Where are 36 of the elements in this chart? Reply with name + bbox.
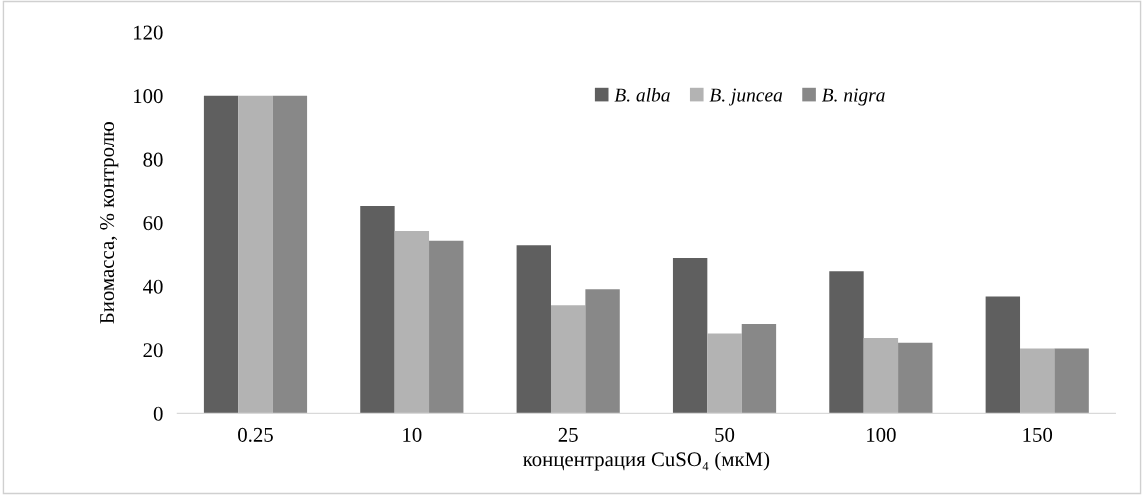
legend-label: B. juncea xyxy=(709,88,783,106)
bar xyxy=(707,333,742,414)
bar xyxy=(516,245,551,414)
bar xyxy=(863,338,899,414)
y-tick-label: 80 xyxy=(143,152,163,167)
bar xyxy=(238,95,273,414)
y-tick-label: 120 xyxy=(134,25,163,40)
x-tick-label: 100 xyxy=(867,427,896,442)
legend-label: B. nigra xyxy=(821,88,885,106)
bar xyxy=(272,95,308,414)
bar xyxy=(829,271,864,414)
bar xyxy=(394,231,430,414)
x-axis-title: концентрация CuSO₄ (мкМ) xyxy=(523,451,770,471)
bar xyxy=(360,205,395,414)
bar xyxy=(550,305,586,414)
bar xyxy=(1020,348,1055,414)
bar xyxy=(1054,348,1089,414)
y-tick-label: 40 xyxy=(143,279,163,294)
bar xyxy=(898,342,933,414)
bar xyxy=(741,324,777,414)
y-tick-label: 0 xyxy=(153,406,163,421)
y-tick-label: 20 xyxy=(143,343,163,358)
x-tick-label: 150 xyxy=(1023,427,1053,442)
bar xyxy=(429,240,464,414)
bar xyxy=(585,289,620,414)
x-tick-label: 25 xyxy=(558,427,578,442)
y-tick-label: 60 xyxy=(143,216,163,231)
y-axis-title: Биомасса, % контролю xyxy=(100,122,119,324)
bar xyxy=(985,296,1021,414)
bar xyxy=(203,95,239,414)
y-tick-label: 100 xyxy=(134,89,163,104)
bar xyxy=(672,258,708,414)
x-tick-label: 0.25 xyxy=(238,427,273,442)
legend-label: B. alba xyxy=(614,87,670,102)
x-tick-label: 50 xyxy=(715,427,735,442)
x-tick-label: 10 xyxy=(403,427,422,442)
